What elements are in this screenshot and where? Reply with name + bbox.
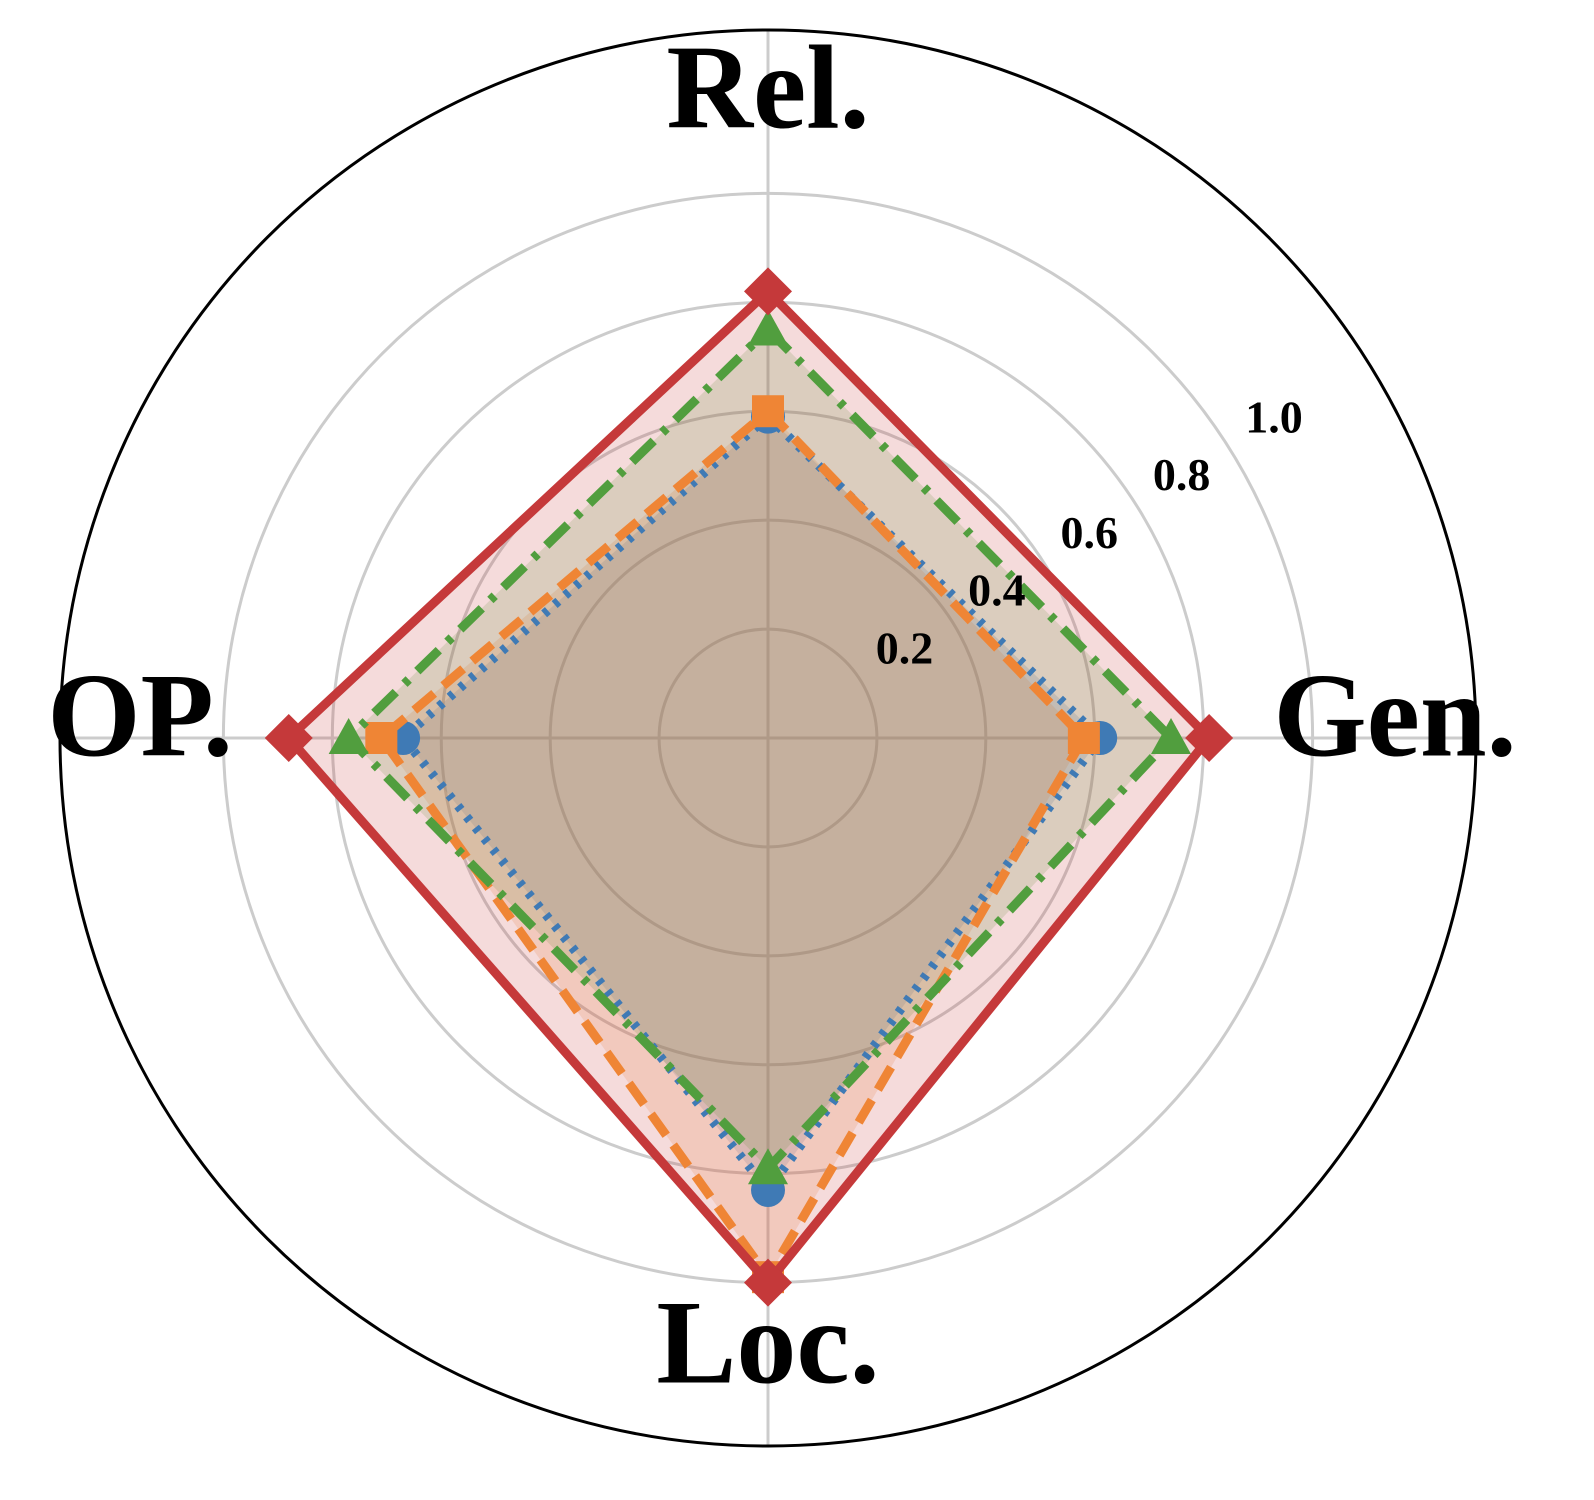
category-label: OP.	[47, 649, 233, 782]
marker	[1185, 714, 1234, 762]
marker	[744, 267, 792, 316]
marker	[1151, 718, 1192, 754]
marker	[752, 395, 784, 428]
y-tick-label: 1.0	[1245, 391, 1303, 442]
marker	[748, 309, 788, 346]
series-area	[288, 291, 1210, 1283]
marker	[328, 718, 369, 754]
series-area	[403, 416, 1101, 1191]
category-label: Rel.	[666, 21, 869, 154]
marker	[365, 722, 398, 754]
series-area	[381, 411, 1084, 1278]
marker	[264, 714, 313, 762]
y-tick-label: 0.4	[968, 565, 1026, 616]
category-label: Loc.	[656, 1276, 879, 1409]
y-tick-label: 0.8	[1153, 449, 1211, 500]
marker	[1067, 722, 1100, 754]
y-tick-label: 0.2	[876, 622, 934, 673]
outer-frame	[58, 28, 1478, 1448]
marker	[748, 1148, 788, 1185]
category-label: Gen.	[1273, 649, 1516, 782]
marker	[744, 1258, 792, 1307]
y-tick-label: 0.6	[1060, 507, 1118, 558]
